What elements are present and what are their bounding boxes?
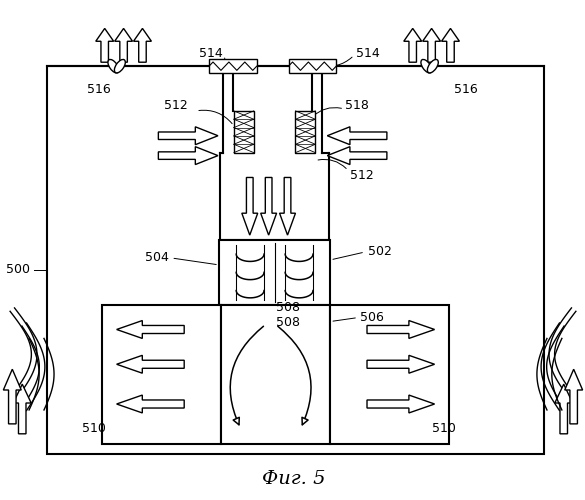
Text: 516: 516 <box>453 82 477 96</box>
Polygon shape <box>422 28 441 62</box>
Text: 512: 512 <box>350 169 374 182</box>
Text: 510: 510 <box>82 422 106 436</box>
Text: 508: 508 <box>276 301 300 314</box>
Text: 514: 514 <box>356 47 380 60</box>
Text: 500: 500 <box>6 264 30 276</box>
Polygon shape <box>327 146 387 164</box>
Polygon shape <box>442 28 459 62</box>
Polygon shape <box>555 384 573 434</box>
Text: 516: 516 <box>87 82 111 96</box>
Bar <box>209 59 257 73</box>
Polygon shape <box>96 28 113 62</box>
Text: 514: 514 <box>199 47 223 60</box>
Polygon shape <box>327 127 387 144</box>
Text: 504: 504 <box>146 252 169 264</box>
Polygon shape <box>367 356 435 373</box>
Polygon shape <box>115 28 133 62</box>
Bar <box>221 304 331 444</box>
Text: 512: 512 <box>164 100 188 112</box>
Polygon shape <box>367 320 435 338</box>
Bar <box>288 59 336 73</box>
Bar <box>295 111 315 152</box>
Text: 506: 506 <box>360 311 384 324</box>
Ellipse shape <box>115 60 125 73</box>
Ellipse shape <box>421 60 432 73</box>
Bar <box>47 66 544 454</box>
Polygon shape <box>367 395 435 413</box>
Polygon shape <box>133 28 152 62</box>
Text: 508: 508 <box>276 316 300 329</box>
Polygon shape <box>261 178 277 235</box>
Polygon shape <box>280 178 295 235</box>
Ellipse shape <box>108 60 119 73</box>
Polygon shape <box>116 395 184 413</box>
Polygon shape <box>565 369 583 424</box>
Polygon shape <box>159 127 218 144</box>
Ellipse shape <box>428 60 438 73</box>
Text: 518: 518 <box>345 100 369 112</box>
Text: 502: 502 <box>368 246 392 258</box>
Bar <box>234 111 254 152</box>
Polygon shape <box>116 320 184 338</box>
Text: Фиг. 5: Фиг. 5 <box>261 470 325 488</box>
Polygon shape <box>13 384 31 434</box>
Bar <box>331 304 449 444</box>
Polygon shape <box>116 356 184 373</box>
Bar <box>102 304 221 444</box>
Polygon shape <box>404 28 422 62</box>
Text: 510: 510 <box>432 422 456 436</box>
Bar <box>219 240 331 304</box>
Polygon shape <box>159 146 218 164</box>
Polygon shape <box>242 178 258 235</box>
Polygon shape <box>4 369 21 424</box>
